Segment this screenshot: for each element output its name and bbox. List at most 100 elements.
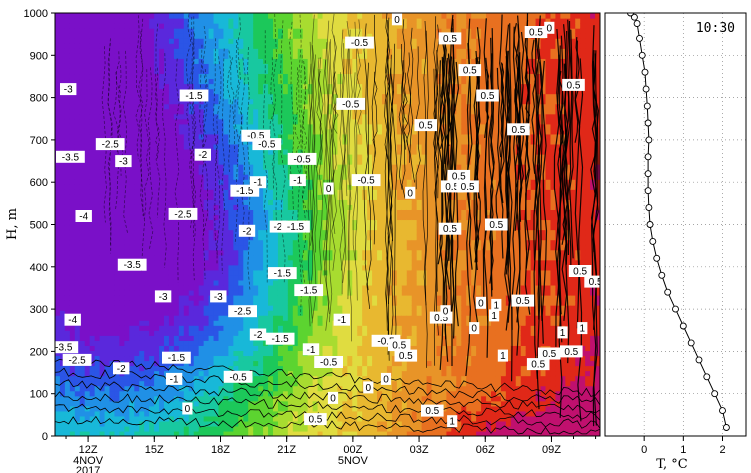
field-cell [243, 78, 249, 85]
field-cell [124, 305, 130, 311]
field-cell [268, 405, 274, 412]
field-cell [238, 98, 244, 105]
field-cell [243, 58, 249, 64]
field-cell [248, 118, 254, 125]
field-cell [173, 13, 180, 19]
field-cell [154, 315, 160, 321]
field-cell [119, 350, 125, 357]
field-cell [64, 199, 71, 205]
field-cell [253, 340, 259, 346]
field-cell [69, 38, 76, 44]
field-cell [134, 113, 140, 120]
field-cell [109, 23, 116, 29]
field-cell [178, 335, 185, 341]
field-cell [243, 13, 249, 19]
field-cell [327, 269, 334, 276]
field-cell [183, 219, 190, 226]
field-cell [79, 330, 86, 336]
field-cell [183, 123, 190, 130]
field-cell [218, 128, 225, 135]
field-cell [198, 194, 205, 200]
field-cell [307, 335, 314, 341]
field-cell [124, 33, 130, 39]
field-cell [317, 98, 324, 105]
field-cell [307, 13, 314, 19]
field-cell [119, 300, 125, 306]
field-cell [164, 320, 170, 326]
field-cell [238, 239, 244, 246]
field-cell [332, 219, 338, 226]
field-cell [89, 148, 96, 155]
field-cell [268, 420, 274, 427]
field-cell [223, 189, 229, 195]
field-cell [218, 365, 225, 372]
field-cell [79, 174, 86, 180]
field-cell [208, 83, 215, 90]
field-cell [287, 350, 294, 357]
field-cell [268, 159, 274, 165]
field-cell [168, 269, 175, 276]
field-cell [218, 284, 225, 291]
field-cell [149, 325, 155, 331]
field-cell [188, 234, 195, 241]
field-cell [297, 340, 304, 346]
field-cell [273, 289, 279, 296]
field-cell [342, 93, 348, 100]
field-cell [183, 108, 190, 115]
field-cell [69, 390, 76, 397]
field-cell [243, 209, 249, 216]
field-cell [129, 164, 135, 170]
field-cell [89, 274, 96, 281]
field-cell [238, 174, 244, 180]
field-cell [124, 340, 130, 346]
field-cell [144, 320, 150, 326]
field-cell [144, 289, 150, 296]
field-cell [154, 430, 160, 436]
field-cell [223, 380, 229, 387]
field-cell [99, 249, 106, 256]
field-cell [114, 13, 120, 19]
field-cell [312, 380, 319, 387]
field-cell [258, 194, 264, 200]
field-cell [317, 194, 324, 200]
field-cell [263, 234, 269, 241]
field-cell [74, 295, 81, 301]
field-cell [114, 48, 120, 54]
field-cell [258, 420, 264, 427]
field-cell [59, 189, 66, 195]
field-cell [253, 43, 259, 49]
field-cell [55, 53, 61, 59]
field-cell [124, 169, 130, 175]
field-cell [327, 28, 334, 34]
field-cell [149, 415, 155, 422]
field-cell [292, 380, 299, 387]
field-cell [258, 249, 264, 256]
field-cell [307, 330, 314, 336]
field-cell [69, 138, 76, 145]
field-cell [129, 23, 135, 29]
field-cell [159, 229, 165, 236]
field-cell [94, 164, 101, 170]
field-cell [307, 93, 314, 100]
field-cell [228, 58, 234, 64]
field-cell [238, 325, 244, 331]
field-cell [198, 118, 205, 125]
field-cell [258, 108, 264, 115]
field-cell [193, 113, 200, 120]
field-cell [69, 269, 76, 276]
field-cell [59, 194, 66, 200]
field-cell [347, 229, 353, 236]
field-cell [312, 88, 319, 95]
field-cell [233, 179, 239, 185]
field-cell [55, 320, 61, 326]
field-cell [268, 148, 274, 155]
field-cell [173, 138, 180, 145]
field-cell [188, 274, 195, 281]
field-cell [203, 405, 210, 412]
field-cell [307, 83, 314, 90]
field-cell [258, 154, 264, 160]
field-cell [109, 234, 116, 241]
field-cell [193, 123, 200, 130]
field-cell [332, 169, 338, 175]
field-cell [268, 18, 274, 24]
